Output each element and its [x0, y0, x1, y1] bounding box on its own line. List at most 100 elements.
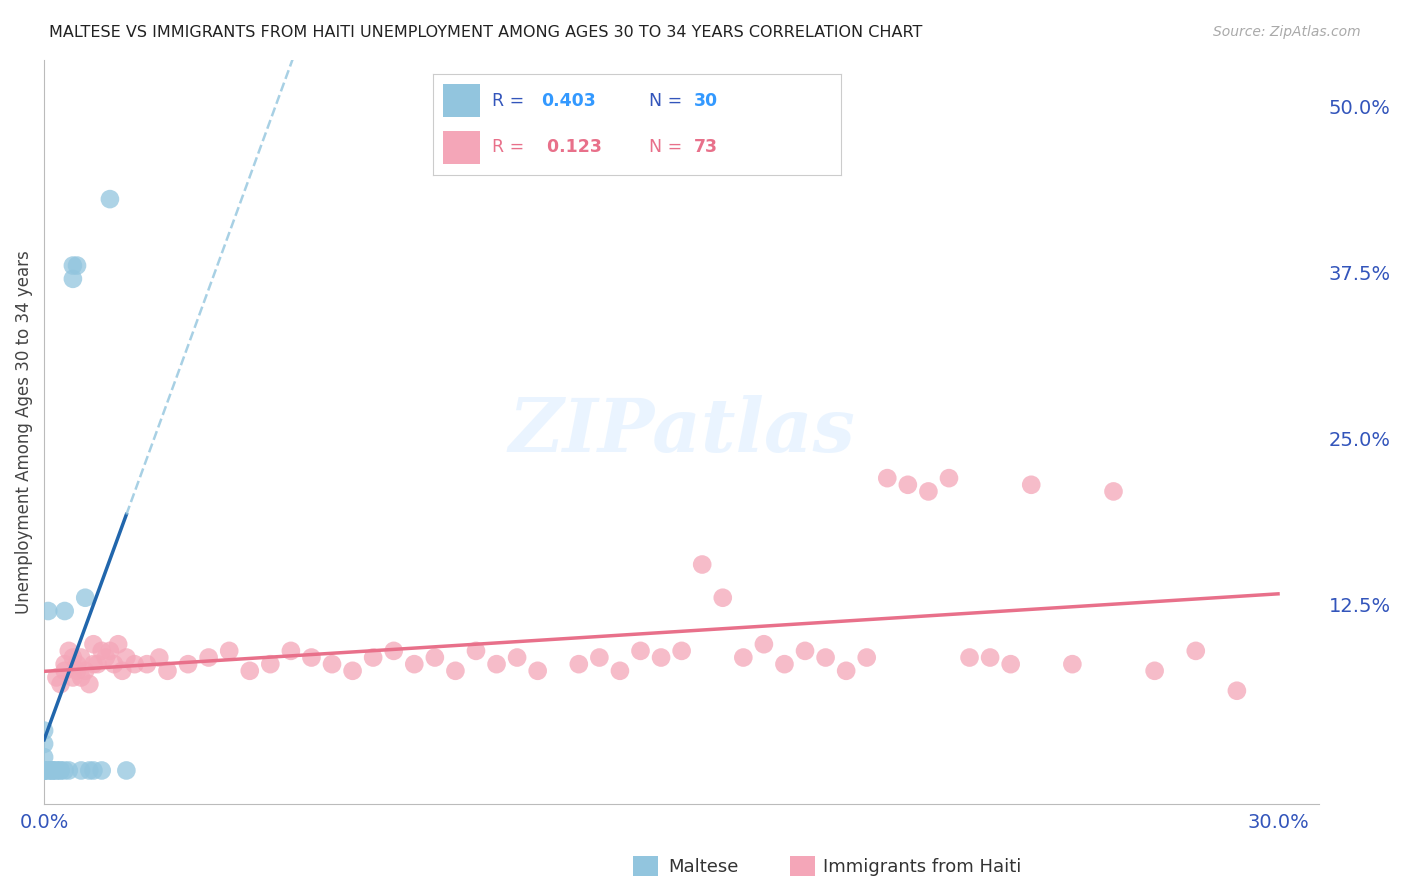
Point [1184, 644, 1206, 658]
Point [671, 644, 693, 658]
Point [465, 644, 488, 658]
Point [82, 637, 104, 651]
Point [690, 558, 713, 572]
Point [62, 650, 84, 665]
Point [361, 650, 384, 665]
Point [609, 664, 631, 678]
Point [86, 657, 108, 672]
Point [280, 644, 302, 658]
Point [938, 471, 960, 485]
Point [197, 650, 219, 665]
Point [62, 259, 84, 273]
Point [136, 657, 159, 672]
Point [177, 657, 200, 672]
Point [321, 657, 343, 672]
Point [82, 657, 104, 672]
Point [66, 657, 89, 672]
Point [342, 664, 364, 678]
Point [259, 657, 281, 672]
Point [62, 272, 84, 286]
Point [148, 650, 170, 665]
Point [855, 650, 877, 665]
Point [32, 750, 55, 764]
Point [959, 650, 981, 665]
Point [58, 644, 80, 658]
Point [650, 650, 672, 665]
Point [70, 650, 93, 665]
Point [485, 657, 508, 672]
Point [111, 664, 134, 678]
Point [218, 644, 240, 658]
Point [75, 591, 97, 605]
Point [876, 471, 898, 485]
Point [107, 637, 129, 651]
Point [37, 764, 59, 778]
Point [124, 657, 146, 672]
Point [37, 764, 59, 778]
Point [49, 677, 72, 691]
Point [1226, 683, 1249, 698]
Point [32, 764, 55, 778]
Point [239, 664, 262, 678]
Point [423, 650, 446, 665]
Point [75, 664, 97, 678]
Point [506, 650, 529, 665]
Point [45, 764, 67, 778]
Point [62, 670, 84, 684]
Point [32, 737, 55, 751]
Point [82, 764, 104, 778]
Point [79, 677, 101, 691]
Text: ZIPatlas: ZIPatlas [508, 395, 855, 468]
Point [90, 644, 112, 658]
Point [32, 764, 55, 778]
Point [41, 764, 63, 778]
Point [917, 484, 939, 499]
Text: Immigrants from Haiti: Immigrants from Haiti [823, 858, 1021, 876]
Point [41, 764, 63, 778]
Point [49, 764, 72, 778]
Point [37, 604, 59, 618]
Point [53, 764, 76, 778]
Point [752, 637, 775, 651]
Point [79, 764, 101, 778]
Point [568, 657, 591, 672]
Point [1062, 657, 1084, 672]
Point [733, 650, 755, 665]
Point [32, 764, 55, 778]
Point [53, 604, 76, 618]
Point [115, 650, 138, 665]
Point [66, 664, 89, 678]
Text: MALTESE VS IMMIGRANTS FROM HAITI UNEMPLOYMENT AMONG AGES 30 TO 34 YEARS CORRELAT: MALTESE VS IMMIGRANTS FROM HAITI UNEMPLO… [49, 25, 922, 40]
Point [404, 657, 426, 672]
Point [90, 764, 112, 778]
Point [103, 657, 125, 672]
Point [382, 644, 405, 658]
Point [98, 644, 121, 658]
Point [1000, 657, 1022, 672]
Point [1019, 477, 1042, 491]
Point [115, 764, 138, 778]
Point [70, 764, 93, 778]
Point [98, 192, 121, 206]
Point [53, 657, 76, 672]
Y-axis label: Unemployment Among Ages 30 to 34 years: Unemployment Among Ages 30 to 34 years [15, 250, 32, 614]
Point [66, 259, 89, 273]
Point [1102, 484, 1125, 499]
Point [53, 664, 76, 678]
Point [979, 650, 1001, 665]
Point [49, 764, 72, 778]
Point [444, 664, 467, 678]
Point [630, 644, 652, 658]
Text: Maltese: Maltese [668, 858, 738, 876]
Point [794, 644, 817, 658]
Point [814, 650, 837, 665]
Point [301, 650, 323, 665]
Point [94, 650, 117, 665]
Point [526, 664, 548, 678]
Point [773, 657, 796, 672]
Point [1143, 664, 1166, 678]
Point [588, 650, 610, 665]
Point [32, 723, 55, 738]
Point [32, 764, 55, 778]
Point [70, 670, 93, 684]
